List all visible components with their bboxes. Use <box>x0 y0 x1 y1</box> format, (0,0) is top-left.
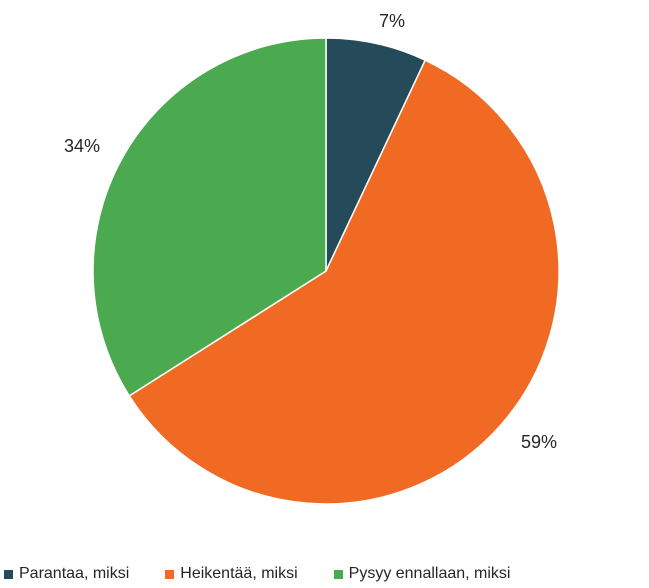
pie-slice-heikentaa <box>128 59 560 505</box>
data-label-heikentaa: 59% <box>521 432 557 452</box>
legend-swatch-heikentaa <box>165 569 175 579</box>
legend-item-heikentaa: Heikentää, miksi <box>165 565 298 583</box>
legend-item-parantaa: Parantaa, miksi <box>4 565 129 583</box>
legend-swatch-parantaa <box>4 569 13 579</box>
legend-label-parantaa: Parantaa, miksi <box>19 565 130 582</box>
legend-label-pysyy: Pysyy ennallaan, miksi <box>348 565 511 582</box>
pie-slice-pysyy <box>92 37 327 397</box>
data-label-parantaa: 7% <box>379 11 405 31</box>
legend-item-pysyy: Pysyy ennallaan, miksi <box>333 565 511 583</box>
data-label-pysyy: 34% <box>64 136 100 156</box>
legend-label-heikentaa: Heikentää, miksi <box>180 565 298 582</box>
legend-swatch-pysyy <box>333 569 343 579</box>
pie-slice-parantaa <box>325 37 427 272</box>
legend: Parantaa, miksi Heikentää, miksi Pysyy e… <box>0 562 649 586</box>
